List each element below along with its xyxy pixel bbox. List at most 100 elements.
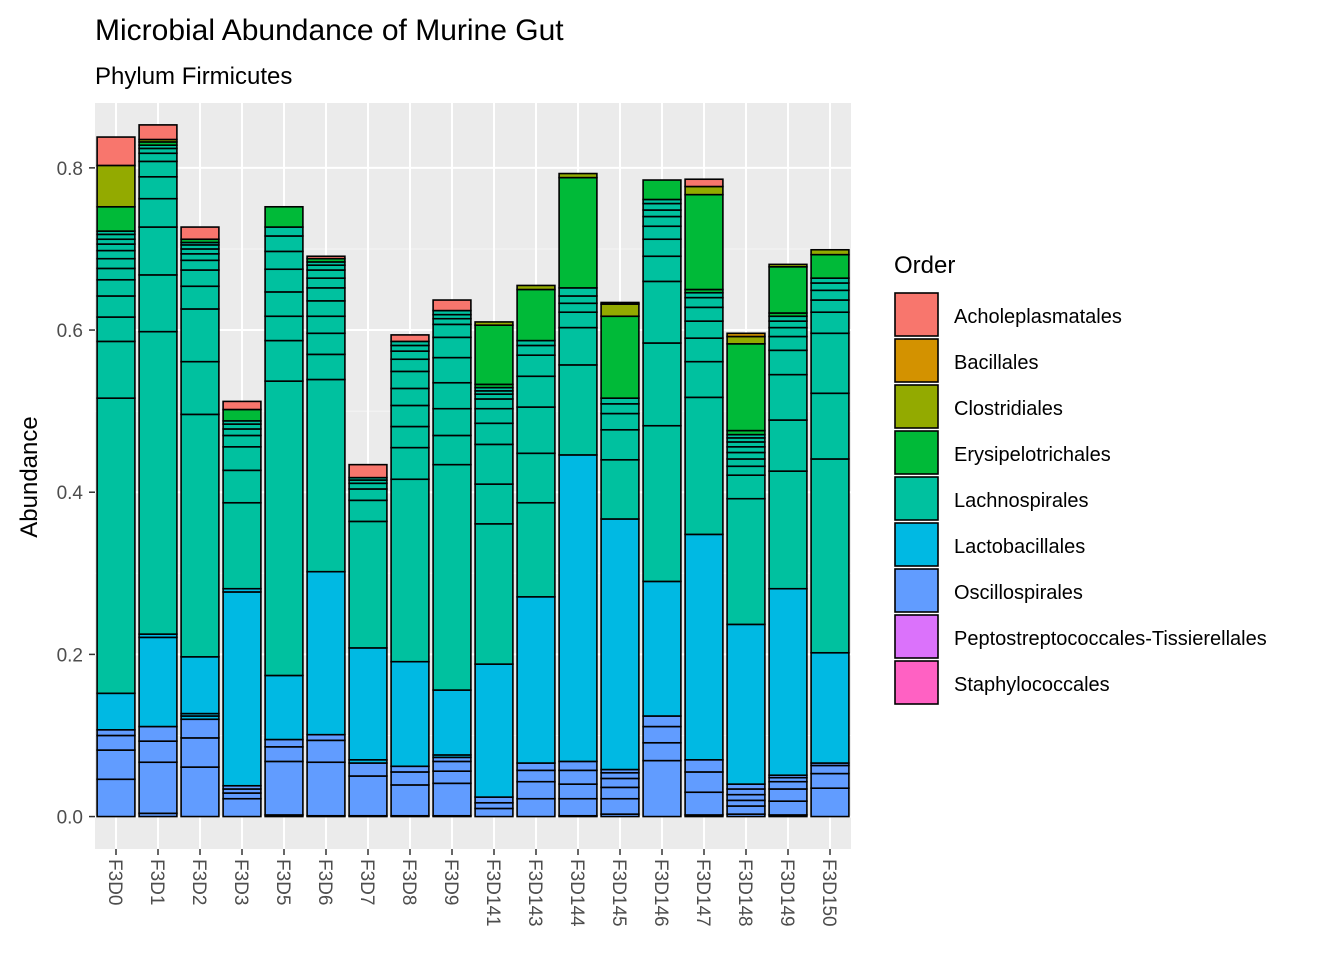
bar-segment <box>264 339 304 382</box>
bar-segment <box>96 734 136 751</box>
x-tick-label: F3D9 <box>440 859 461 905</box>
bar-segment <box>642 280 682 344</box>
bars <box>96 124 850 818</box>
bar-segment <box>138 175 178 200</box>
bar-segment <box>138 226 178 276</box>
bar-segment <box>432 434 472 466</box>
x-tick-label: F3D141 <box>482 859 503 927</box>
bar-segment <box>180 656 220 715</box>
bar-segment <box>474 398 514 410</box>
bar-segment <box>684 185 724 196</box>
bar-segment <box>474 422 514 446</box>
legend-entry: Lactobacillales <box>894 522 1085 567</box>
bar-segment <box>222 469 262 504</box>
bar-segment <box>768 788 808 802</box>
bar-segment <box>432 782 472 817</box>
bar-segment <box>306 761 346 817</box>
bar-segment <box>138 124 178 141</box>
x-axis: F3D0 F3D1 F3D2 F3D3 F3D5 F3D6 F3D7 F3D8 F3D9 F3D1… <box>104 849 839 927</box>
bar-segment <box>600 412 640 431</box>
bar-segment <box>642 342 682 427</box>
bar-segment <box>516 344 556 356</box>
legend-entry: Erysipelotrichales <box>894 430 1111 475</box>
x-tick-label: F3D148 <box>734 859 755 927</box>
bar-segment <box>96 164 136 208</box>
bar-segment <box>180 285 220 310</box>
bar-segment <box>96 729 136 737</box>
bar-segment <box>642 725 682 744</box>
bar-segment <box>726 465 766 476</box>
legend-entry: Oscillospirales <box>894 568 1083 613</box>
bar-segment <box>138 740 178 764</box>
legend-key <box>894 522 939 567</box>
bar-segment <box>558 760 598 772</box>
legend-entry: Lachnospirales <box>894 476 1089 521</box>
bar-segment <box>432 689 472 756</box>
bar-segment <box>306 255 346 260</box>
bar-segment <box>264 205 304 228</box>
bar-segment <box>726 446 766 454</box>
bar-segment <box>348 488 388 502</box>
bar-segment <box>642 225 682 241</box>
bar-segment <box>432 336 472 359</box>
bar-F3D148 <box>726 332 766 818</box>
bar-F3D147 <box>684 178 724 818</box>
bar-segment <box>558 326 598 366</box>
bar-segment <box>558 783 598 800</box>
bar-segment <box>726 335 766 345</box>
bar-segment <box>768 419 808 472</box>
bar-segment <box>768 587 808 777</box>
bar-segment <box>558 311 598 329</box>
bar-segment <box>264 268 304 293</box>
bar-segment <box>684 771 724 794</box>
bar-segment <box>558 797 598 817</box>
bar-segment <box>810 299 850 314</box>
bar-segment <box>516 284 556 291</box>
bar-segment <box>600 303 640 318</box>
bar-segment <box>432 463 472 691</box>
bar-segment <box>96 340 136 399</box>
legend-label: Lachnospirales <box>954 490 1089 512</box>
x-tick-label: F3D0 <box>104 859 125 905</box>
bar-segment <box>768 349 808 376</box>
x-tick-label: F3D146 <box>650 859 671 927</box>
bar-segment <box>726 793 766 802</box>
bar-F3D9 <box>432 299 472 818</box>
bar-segment <box>516 452 556 504</box>
bar-segment <box>96 249 136 260</box>
legend-key <box>894 568 939 613</box>
bar-segment <box>222 792 262 800</box>
bar-segment <box>726 343 766 432</box>
bar-segment <box>768 326 808 338</box>
bar-segment <box>516 797 556 818</box>
bar-segment <box>558 295 598 305</box>
bar-F3D145 <box>600 301 640 818</box>
bar-segment <box>306 353 346 381</box>
bar-segment <box>264 250 304 271</box>
bar-segment <box>264 738 304 748</box>
bar-segment <box>810 248 850 256</box>
bar-segment <box>306 277 346 289</box>
bar-segment <box>432 381 472 410</box>
bar-segment <box>180 360 220 416</box>
bar-segment <box>222 434 262 448</box>
bar-segment <box>96 136 136 167</box>
bar-segment <box>306 733 346 742</box>
bar-segment <box>768 265 808 314</box>
bar-F3D150 <box>810 248 850 818</box>
bar-segment <box>768 320 808 329</box>
bar-segment <box>96 205 136 232</box>
bar-segment <box>474 321 514 326</box>
bar-F3D2 <box>180 226 220 818</box>
bar-segment <box>684 360 724 399</box>
x-tick-label: F3D143 <box>524 859 545 927</box>
x-tick-label: F3D7 <box>356 859 377 905</box>
bar-segment <box>684 396 724 536</box>
bar-segment <box>516 780 556 800</box>
bar-segment <box>306 570 346 736</box>
bar-segment <box>222 428 262 437</box>
legend-entry: Clostridiales <box>894 384 1063 429</box>
bar-segment <box>642 238 682 258</box>
bar-segment <box>558 454 598 763</box>
